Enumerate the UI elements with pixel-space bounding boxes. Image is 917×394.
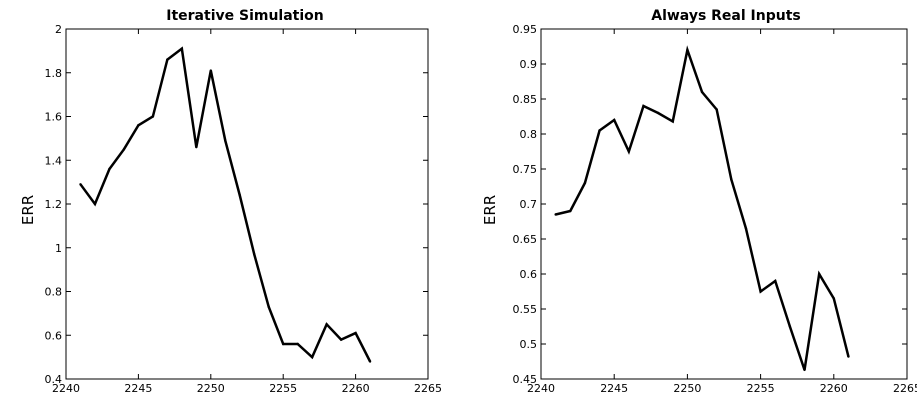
- data-point: [730, 178, 733, 181]
- y-tick-label: 0.7: [520, 198, 538, 211]
- data-point: [122, 148, 126, 151]
- y-tick-group: 0.45 0.5 0.55 0.6 0.65 0.7 0.75 0.8 0.85 0.9 0.95: [513, 23, 907, 386]
- data-point: [137, 124, 140, 127]
- data-point: [744, 227, 748, 230]
- y-tick-label: 1.6: [45, 111, 63, 124]
- y-tick-label: 2: [55, 23, 62, 36]
- y-tick-label: 1.8: [45, 67, 63, 80]
- x-tick-label: 2265: [414, 382, 442, 394]
- y-tick-label: 1.4: [45, 154, 63, 167]
- y-tick-label: 0.45: [513, 373, 538, 386]
- y-tick-label: 0.5: [520, 338, 538, 351]
- data-point-group: [554, 48, 850, 372]
- data-point: [79, 183, 82, 186]
- chart-title: Always Real Inputs: [651, 8, 801, 24]
- y-tick-label: 1.2: [45, 198, 63, 211]
- data-point: [715, 108, 718, 111]
- data-point: [267, 305, 270, 309]
- y-tick-label: 0.95: [513, 23, 538, 36]
- data-point: [325, 323, 328, 326]
- data-point: [354, 331, 357, 335]
- y-tick-label: 0.6: [520, 268, 538, 281]
- data-point: [224, 139, 227, 142]
- data-point: [613, 118, 616, 122]
- x-tick-label: 2255: [269, 382, 297, 394]
- data-point: [774, 279, 777, 283]
- data-point: [180, 47, 184, 50]
- y-tick-label: 0.85: [513, 93, 538, 106]
- y-tick-label: 0.6: [45, 329, 63, 342]
- data-point: [569, 209, 572, 213]
- data-point: [627, 150, 631, 153]
- y-tick-label: 0.55: [513, 303, 538, 316]
- data-point: [788, 325, 792, 328]
- data-point: [803, 368, 806, 372]
- x-tick-label: 2255: [747, 382, 775, 394]
- data-point: [209, 69, 212, 72]
- data-point: [339, 338, 343, 341]
- data-point-group: [79, 47, 372, 363]
- y-axis-label: ERR: [481, 195, 499, 225]
- x-tick-label: 2250: [197, 382, 225, 394]
- data-point: [282, 342, 285, 346]
- data-point: [554, 213, 557, 216]
- data-point: [817, 272, 821, 276]
- y-tick-label: 1: [55, 242, 62, 255]
- data-point: [238, 194, 241, 197]
- data-point: [686, 48, 689, 52]
- data-point: [847, 355, 850, 358]
- data-point: [598, 129, 601, 132]
- y-tick-group: 0.4 0.6 0.8 1 1.2 1.4 1.6 1.8 2: [45, 23, 428, 386]
- x-tick-label: 2260: [342, 382, 370, 394]
- x-tick-label: 2245: [124, 382, 152, 394]
- chart-title: Iterative Simulation: [166, 8, 324, 24]
- data-point: [310, 355, 314, 359]
- x-tick-label: 2265: [893, 382, 917, 394]
- data-point: [832, 297, 835, 300]
- data-point: [195, 145, 198, 149]
- data-point: [296, 342, 299, 346]
- y-tick-label: 0.75: [513, 163, 538, 176]
- data-point: [583, 181, 587, 185]
- y-tick-label: 0.65: [513, 233, 538, 246]
- x-tick-label: 2245: [600, 382, 628, 394]
- y-tick-label: 0.4: [45, 373, 63, 386]
- data-point: [151, 115, 155, 118]
- x-tick-group: 2240 2245 2250 2255 2260 2265: [52, 29, 442, 394]
- data-point: [759, 290, 762, 293]
- x-tick-label: 2240: [52, 382, 80, 394]
- data-point: [166, 58, 169, 61]
- data-point: [253, 253, 256, 256]
- x-tick-group: 2240 2245 2250 2255 2260 2265: [527, 29, 917, 394]
- data-point: [93, 202, 97, 206]
- data-point: [642, 104, 645, 108]
- data-point: [108, 167, 111, 171]
- y-tick-label: 0.8: [45, 286, 63, 299]
- chart-panel-iterative-simulation: Iterative Simulation ERR 2240 2245 2250 225…: [19, 8, 442, 394]
- y-tick-label: 0.9: [520, 58, 538, 71]
- data-point: [368, 360, 372, 363]
- data-point: [700, 90, 704, 94]
- data-point: [671, 120, 674, 123]
- chart-panel-always-real-inputs: Always Real Inputs ERR 2240 2245 2250 2255 2…: [481, 8, 917, 394]
- y-tick-label: 0.8: [520, 128, 538, 141]
- x-tick-label: 2250: [673, 382, 701, 394]
- x-tick-label: 2260: [820, 382, 848, 394]
- y-axis-label: ERR: [19, 195, 37, 225]
- x-tick-label: 2240: [527, 382, 555, 394]
- data-point: [656, 111, 660, 115]
